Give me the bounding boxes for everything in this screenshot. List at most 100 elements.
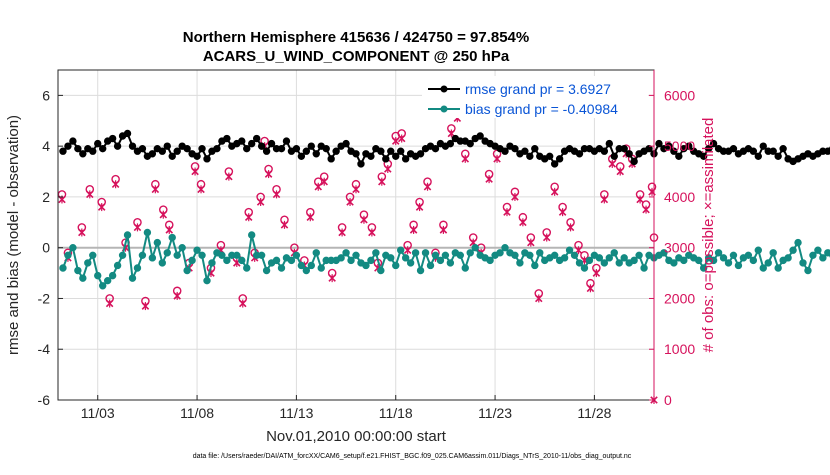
rmse-point	[432, 145, 438, 151]
bias-point	[318, 265, 324, 271]
rmse-point	[755, 153, 761, 159]
x-tick-label: 11/28	[577, 405, 611, 421]
bias-point	[234, 252, 240, 258]
rmse-point	[258, 143, 264, 149]
left-tick-label: 4	[42, 138, 50, 154]
bias-point	[581, 265, 587, 271]
bias-point	[611, 250, 617, 256]
bias-point	[179, 244, 185, 250]
rmse-point	[303, 148, 309, 154]
bias-point	[527, 252, 533, 258]
bias-point	[80, 275, 86, 281]
bias-point	[432, 252, 438, 258]
rmse-point	[95, 140, 101, 146]
bias-point	[313, 250, 319, 256]
bias-point	[800, 260, 806, 266]
rmse-point	[298, 153, 304, 159]
bias-point	[95, 272, 101, 278]
bias-point	[308, 262, 314, 268]
rmse-point	[214, 145, 220, 151]
rmse-point	[730, 145, 736, 151]
bias-point	[293, 252, 299, 258]
x-tick-label: 11/18	[379, 405, 413, 421]
bias-point	[566, 247, 572, 253]
rmse-point	[522, 148, 528, 154]
rmse-point	[502, 148, 508, 154]
left-tick-label: 2	[42, 189, 50, 205]
rmse-point	[293, 145, 299, 151]
bias-point	[462, 265, 468, 271]
bias-point	[288, 257, 294, 263]
legend-rmse-marker	[441, 86, 448, 93]
bias-point	[244, 265, 250, 271]
bias-point	[303, 267, 309, 273]
left-tick-label: -4	[38, 341, 51, 357]
rmse-point	[90, 148, 96, 154]
rmse-point	[313, 151, 319, 157]
bias-point	[537, 250, 543, 256]
rmse-point	[527, 153, 533, 159]
bias-point	[725, 260, 731, 266]
right-tick-label: 1000	[664, 341, 695, 357]
rmse-point	[467, 140, 473, 146]
rmse-point	[547, 153, 553, 159]
bias-point	[353, 252, 359, 258]
bias-point	[219, 252, 225, 258]
bias-point	[363, 262, 369, 268]
bias-point	[164, 250, 170, 256]
bias-point	[75, 267, 81, 273]
rmse-point	[278, 145, 284, 151]
rmse-point	[253, 135, 259, 141]
bias-point	[104, 277, 110, 283]
x-tick-label: 11/03	[81, 405, 115, 421]
bias-point	[174, 252, 180, 258]
rmse-point	[244, 145, 250, 151]
bias-point	[422, 250, 428, 256]
bias-point	[144, 229, 150, 235]
bias-point	[805, 267, 811, 273]
bias-point	[720, 255, 726, 261]
bias-point	[571, 252, 577, 258]
bias-point	[497, 250, 503, 256]
bias-point	[194, 247, 200, 253]
rmse-point	[512, 145, 518, 151]
bias-point	[249, 232, 255, 238]
rmse-point	[308, 143, 314, 149]
legend-rmse-label: rmse grand pr = 3.6927	[465, 81, 611, 97]
rmse-point	[388, 148, 394, 154]
bias-point	[65, 252, 71, 258]
bias-point	[442, 252, 448, 258]
bias-point	[775, 265, 781, 271]
bias-point	[338, 255, 344, 261]
bias-point	[378, 267, 384, 273]
left-tick-label: -6	[38, 392, 51, 408]
bias-point	[298, 262, 304, 268]
rmse-point	[159, 148, 165, 154]
bias-point	[119, 252, 125, 258]
bias-point	[735, 262, 741, 268]
bias-point	[820, 255, 826, 261]
rmse-point	[283, 138, 289, 144]
bias-point	[502, 244, 508, 250]
rmse-point	[477, 133, 483, 139]
bias-point	[134, 265, 140, 271]
bias-point	[184, 267, 190, 273]
bias-point	[517, 260, 523, 266]
x-tick-label: 11/13	[279, 405, 313, 421]
rmse-point	[775, 153, 781, 159]
rmse-point	[184, 145, 190, 151]
bias-point	[616, 260, 622, 266]
rmse-point	[149, 151, 155, 157]
rmse-point	[417, 151, 423, 157]
rmse-point	[398, 148, 404, 154]
rmse-point	[129, 143, 135, 149]
bias-point	[189, 257, 195, 263]
rmse-point	[760, 143, 766, 149]
bias-point	[512, 252, 518, 258]
bias-point	[393, 262, 399, 268]
rmse-point	[75, 145, 81, 151]
bias-point	[765, 260, 771, 266]
bias-point	[373, 250, 379, 256]
bias-point	[606, 255, 612, 261]
